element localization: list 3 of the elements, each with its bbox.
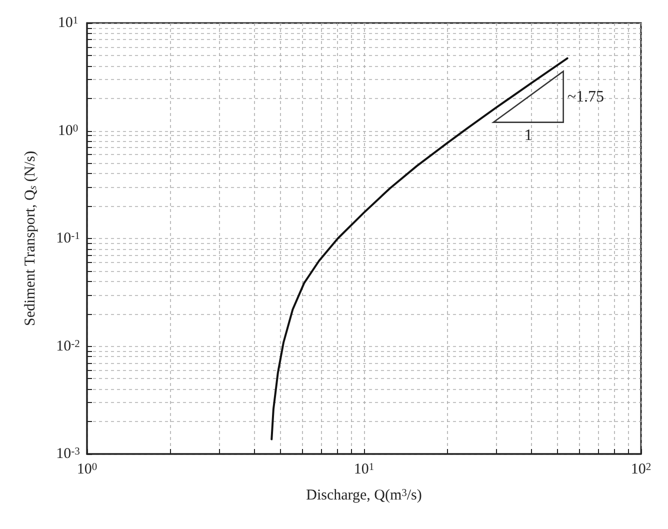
y-axis-title: Sediment Transport, Qs (N/s) [22, 150, 39, 326]
annotation: 1 [524, 126, 532, 144]
annotation: ~1.75 [567, 88, 604, 106]
